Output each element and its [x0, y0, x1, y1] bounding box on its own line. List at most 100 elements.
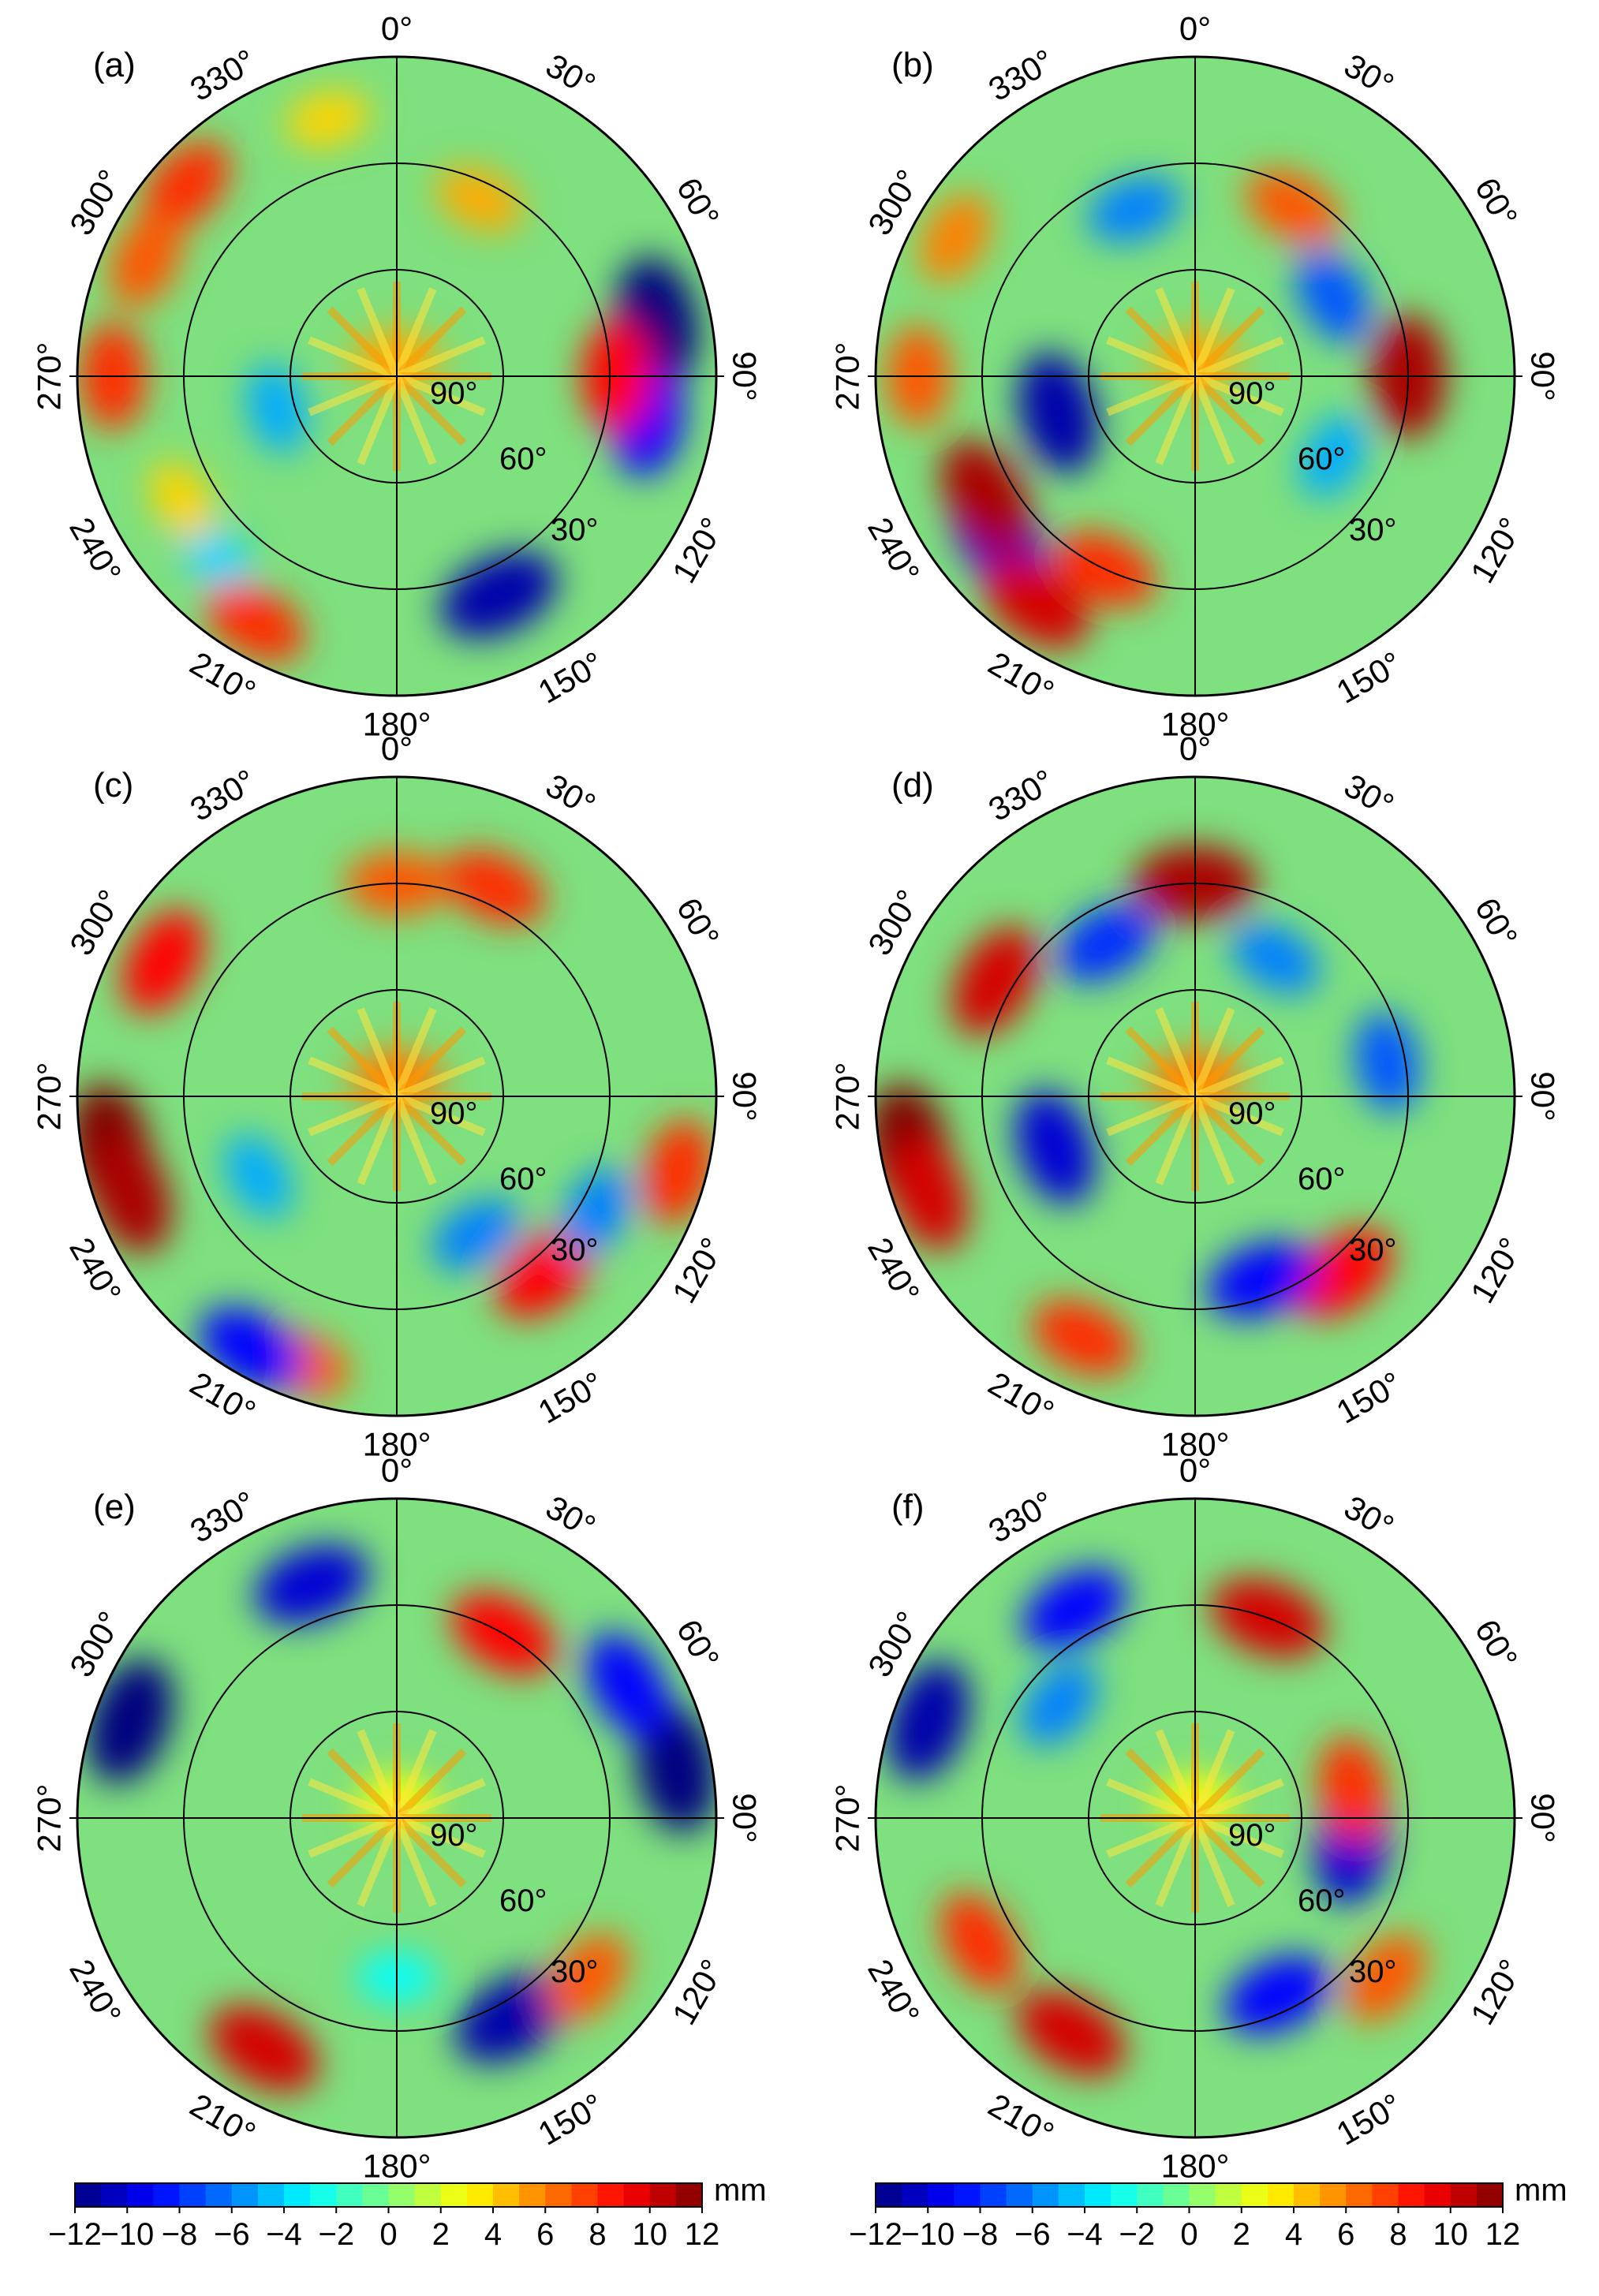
- elevation-ring-label: 30°: [551, 1233, 599, 1267]
- colorbar-segment: [1006, 2183, 1033, 2207]
- colorbar-segment: [362, 2183, 390, 2207]
- colorbar-tick-label: −8: [162, 2217, 198, 2252]
- heatmap-blob: [436, 167, 522, 232]
- heatmap-blob: [1056, 903, 1156, 982]
- colorbar-segment: [876, 2183, 902, 2207]
- colorbar-segment: [466, 2183, 494, 2207]
- colorbar-tick-label: −12: [849, 2217, 902, 2252]
- heatmap-blob: [142, 140, 230, 232]
- heatmap-blob: [1354, 1012, 1420, 1113]
- heatmap-blob: [983, 558, 1089, 648]
- colorbar-segment: [1111, 2183, 1138, 2207]
- colorbar-segment: [1424, 2183, 1451, 2207]
- elevation-ring-label: 60°: [499, 442, 547, 476]
- colorbar-segment: [1372, 2183, 1399, 2207]
- colorbar-tick-label: 0: [1180, 2217, 1197, 2252]
- heatmap-blob: [940, 1892, 1019, 1992]
- azimuth-tick-label: 270°: [829, 1062, 866, 1131]
- heatmap-blob: [1016, 1990, 1126, 2077]
- azimuth-tick-label: 180°: [363, 706, 432, 743]
- elevation-ring-label: 60°: [1298, 442, 1346, 476]
- azimuth-tick-label: 90°: [727, 1071, 764, 1122]
- heatmap-blob: [286, 91, 370, 147]
- heatmap-blob: [546, 1933, 628, 2022]
- azimuth-tick-label: 180°: [1161, 706, 1230, 743]
- colorbar-tick-label: −8: [962, 2217, 999, 2252]
- elevation-ring-label: 90°: [1228, 1818, 1276, 1853]
- elevation-ring-label: 60°: [499, 1162, 547, 1197]
- colorbar-tick-label: 12: [685, 2217, 720, 2252]
- colorbar-segment: [310, 2183, 337, 2207]
- colorbar-segment: [127, 2183, 154, 2207]
- colorbar-tick-label: 12: [1485, 2217, 1521, 2252]
- colorbar-tick-label: −12: [48, 2217, 102, 2252]
- heatmap-blob: [1224, 1955, 1332, 2035]
- colorbar-segment: [980, 2183, 1007, 2207]
- colorbar-segment: [1032, 2183, 1059, 2207]
- colorbar-segment: [388, 2183, 416, 2207]
- elevation-ring-label: 60°: [1298, 1883, 1346, 1918]
- elevation-ring-label: 90°: [430, 1096, 478, 1131]
- colorbar-tick-label: −10: [901, 2217, 955, 2252]
- colorbar-segment: [1058, 2183, 1085, 2207]
- elevation-ring-label: 90°: [430, 1818, 478, 1853]
- colorbar-tick-label: −6: [214, 2217, 250, 2252]
- colorbar-tick-label: 0: [379, 2217, 397, 2252]
- colorbar-segment: [284, 2183, 311, 2207]
- azimuth-tick-label: 0°: [1179, 10, 1211, 47]
- colorbar-segment: [179, 2183, 207, 2207]
- panel-label: (d): [891, 766, 934, 805]
- colorbar-segment: [675, 2183, 703, 2207]
- colorbar-segment: [1215, 2183, 1242, 2207]
- heatmap-blob: [255, 1544, 369, 1625]
- heatmap-blob: [121, 909, 205, 1014]
- heatmap-blob: [1020, 1662, 1098, 1746]
- panel-label: (e): [93, 1488, 136, 1526]
- heatmap-blob: [225, 1134, 293, 1219]
- heatmap-blob: [1018, 352, 1098, 474]
- colorbar-segment: [1398, 2183, 1425, 2207]
- elevation-ring-label: 30°: [1349, 1954, 1397, 1989]
- azimuth-tick-label: 0°: [381, 730, 413, 767]
- azimuth-tick-label: 270°: [31, 1784, 68, 1853]
- azimuth-tick-label: 270°: [829, 1784, 866, 1853]
- heatmap-blob: [636, 1704, 716, 1833]
- colorbar-segment: [519, 2183, 546, 2207]
- heatmap-blob: [88, 1133, 172, 1253]
- colorbar-segment: [75, 2183, 102, 2207]
- heatmap-blob: [1231, 922, 1320, 994]
- colorbar-segment: [101, 2183, 128, 2207]
- heatmap-blob: [1207, 1241, 1317, 1318]
- heatmap-blob: [443, 849, 545, 925]
- heatmap-blob: [432, 1199, 521, 1271]
- colorbar-segment: [153, 2183, 181, 2207]
- colorbar-segment: [1294, 2183, 1321, 2207]
- heatmap-blob: [86, 1658, 174, 1783]
- heatmap-blob: [1015, 1090, 1095, 1204]
- colorbar-tick-label: 6: [1337, 2217, 1354, 2252]
- panel-label: (c): [93, 766, 133, 805]
- heatmap-blob: [150, 461, 214, 540]
- heatmap-blob: [1295, 1228, 1392, 1319]
- colorbar-segment: [545, 2183, 572, 2207]
- colorbar-unit: mm: [714, 2173, 767, 2208]
- heatmap-blob: [586, 1633, 669, 1738]
- heatmap-blob: [1246, 170, 1340, 245]
- heatmap-blob: [940, 439, 1032, 554]
- azimuth-tick-label: 90°: [727, 1793, 764, 1843]
- elevation-ring-label: 30°: [551, 1954, 599, 1989]
- colorbar-segment: [1320, 2183, 1347, 2207]
- elevation-ring-label: 90°: [430, 376, 478, 411]
- azimuth-tick-label: 270°: [31, 1062, 68, 1131]
- colorbar-tick-label: −4: [266, 2217, 302, 2252]
- azimuth-tick-label: 90°: [727, 351, 764, 401]
- colorbar-segment: [257, 2183, 285, 2207]
- skyplot-panel: 0°30°60°90°120°150°180°210°240°270°300°3…: [31, 730, 764, 1463]
- azimuth-tick-label: 270°: [829, 342, 866, 411]
- azimuth-tick-label: 180°: [363, 2148, 432, 2185]
- skyplot-panel: 0°30°60°90°120°150°180°210°240°270°300°3…: [829, 1452, 1562, 2185]
- elevation-ring-label: 30°: [551, 513, 599, 547]
- colorbar-segment: [649, 2183, 677, 2207]
- colorbar-segment: [571, 2183, 599, 2207]
